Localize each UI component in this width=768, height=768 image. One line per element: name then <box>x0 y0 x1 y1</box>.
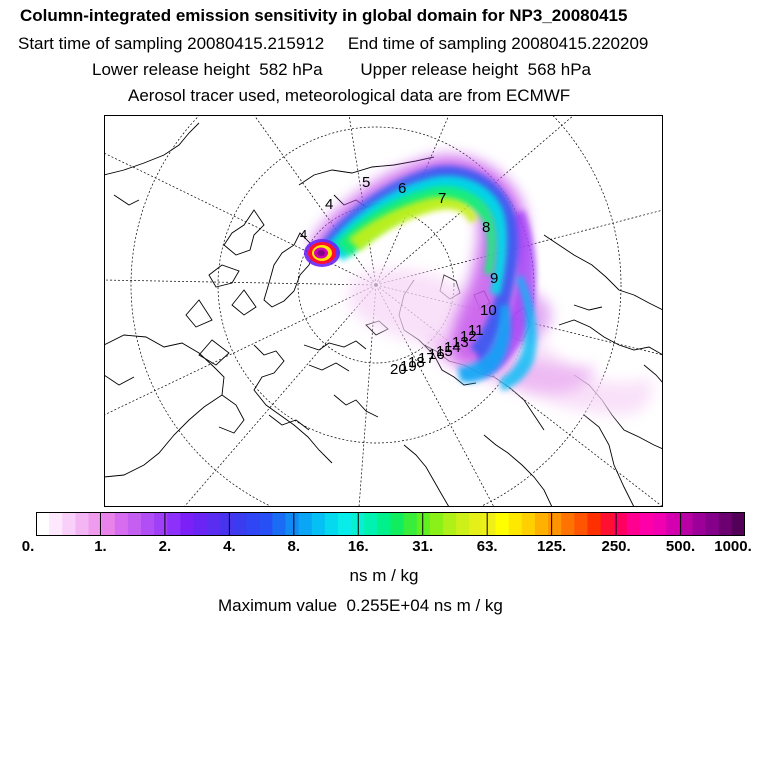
colorbar <box>36 512 745 536</box>
colorbar-cell <box>548 512 562 536</box>
colorbar-cell <box>600 512 615 536</box>
colorbar-tick-label: 8. <box>287 538 301 555</box>
colorbar-tick-label: 500. <box>665 538 696 555</box>
colorbar-tick-label: 4. <box>223 538 236 555</box>
colorbar-cell <box>232 512 247 536</box>
colorbar-cell <box>219 512 234 536</box>
colorbar-cell <box>193 512 208 536</box>
sampling-time-line: Start time of sampling 20080415.215912 E… <box>18 34 649 53</box>
colorbar-tick-labels: 0. 1. 2. 4. 8. 16. 31. 63. 125. 250. 500. 1000. <box>0 538 768 560</box>
tracer-info-line: Aerosol tracer used, meteorological data… <box>128 86 571 105</box>
colorbar-cell <box>62 512 76 536</box>
colorbar-cell <box>416 512 431 536</box>
colorbar-cell <box>456 512 470 536</box>
time-label: 12 <box>460 328 477 345</box>
colorbar-cell <box>508 512 523 536</box>
colorbar-tick-label: 2. <box>158 538 172 555</box>
colorbar-tick-label: 31. <box>412 538 434 555</box>
release-height-line: Lower release height 582 hPa Upper relea… <box>92 60 591 79</box>
colorbar-cell <box>246 512 260 536</box>
colorbar-cell <box>429 512 444 536</box>
colorbar-cell <box>167 512 182 536</box>
time-label: 6 <box>398 180 406 197</box>
colorbar-cell <box>364 512 378 536</box>
colorbar-cell <box>49 512 63 536</box>
time-label: 11 <box>468 322 484 339</box>
time-label: 8 <box>482 219 490 236</box>
colorbar-cell <box>705 512 720 536</box>
map-frame <box>104 115 663 507</box>
colorbar-cell <box>180 512 195 536</box>
colorbar-frame <box>36 512 745 536</box>
colorbar-cell <box>639 512 654 536</box>
colorbar-cell <box>377 512 392 536</box>
colorbar-cell <box>272 512 287 536</box>
colorbar-cell <box>403 512 418 536</box>
time-label: 14 <box>444 339 461 356</box>
colorbar-cell <box>469 512 484 536</box>
colorbar-cell <box>574 512 589 536</box>
colorbar-cell <box>75 512 90 536</box>
time-label: 18 <box>408 354 425 371</box>
colorbar-cell <box>154 512 168 536</box>
colorbar-cell <box>666 512 680 536</box>
colorbar-cell <box>259 512 273 536</box>
colorbar-tick-label: 63. <box>476 538 498 555</box>
colorbar-cell <box>311 512 326 536</box>
colorbar-cell <box>127 512 142 536</box>
colorbar-tick-label: 1. <box>94 538 107 555</box>
colorbar-cell <box>482 512 497 536</box>
colorbar-cell <box>324 512 339 536</box>
colorbar-cell <box>534 512 549 536</box>
plot-title: Column-integrated emission sensitivity i… <box>20 6 628 25</box>
time-label: 4 <box>325 196 333 213</box>
colorbar-cell <box>679 512 694 536</box>
colorbar-cell <box>36 512 50 536</box>
colorbar-cell <box>495 512 510 536</box>
source-hotspot <box>304 239 340 267</box>
time-label: 15 <box>436 343 453 360</box>
colorbar-cell <box>390 512 405 536</box>
colorbar-tick-label: 1000. <box>714 538 752 555</box>
colorbar-tick-label: 0. <box>21 538 35 555</box>
maximum-value: Maximum value 0.255E+04 ns m / kg <box>218 596 503 615</box>
colorbar-cell <box>692 512 707 536</box>
colorbar-cell <box>88 512 103 536</box>
colorbar-cell <box>626 512 641 536</box>
colorbar-cell <box>114 512 129 536</box>
time-label: 4 <box>300 227 307 242</box>
time-label: 17 <box>418 350 435 367</box>
colorbar-cell <box>285 512 300 536</box>
colorbar-cell <box>718 512 733 536</box>
colorbar-cell <box>731 512 745 536</box>
colorbar-cell <box>443 512 457 536</box>
colorbar-cell <box>653 512 667 536</box>
time-label: 7 <box>438 190 446 207</box>
colorbar-tick-label: 250. <box>601 538 631 555</box>
colorbar-cell <box>613 512 628 536</box>
time-label: 16 <box>428 346 445 363</box>
colorbar-cell <box>587 512 602 536</box>
colorbar-cell <box>521 512 536 536</box>
time-label: 19 <box>400 358 417 375</box>
colorbar-cell <box>101 512 116 536</box>
colorbar-cell <box>206 512 221 536</box>
time-label: 9 <box>490 270 498 287</box>
colorbar-tick-label: 16. <box>347 538 369 555</box>
colorbar-cell <box>141 512 155 536</box>
time-label: 5 <box>362 174 370 191</box>
colorbar-units: ns m / kg <box>349 566 419 585</box>
sensitivity-field <box>304 155 653 415</box>
time-labels: 4 5 6 7 8 9 10 11 12 13 14 15 16 17 18 1… <box>300 174 498 378</box>
colorbar-cell <box>561 512 575 536</box>
colorbar-cell <box>298 512 313 536</box>
time-label: 10 <box>480 302 497 319</box>
time-label: 20 <box>390 361 407 378</box>
colorbar-tick-label: 125. <box>537 538 567 555</box>
time-label: 13 <box>452 334 469 351</box>
polar-map: 4 5 6 7 8 9 10 11 12 13 14 15 16 17 18 1… <box>104 115 663 507</box>
colorbar-cell <box>337 512 352 536</box>
